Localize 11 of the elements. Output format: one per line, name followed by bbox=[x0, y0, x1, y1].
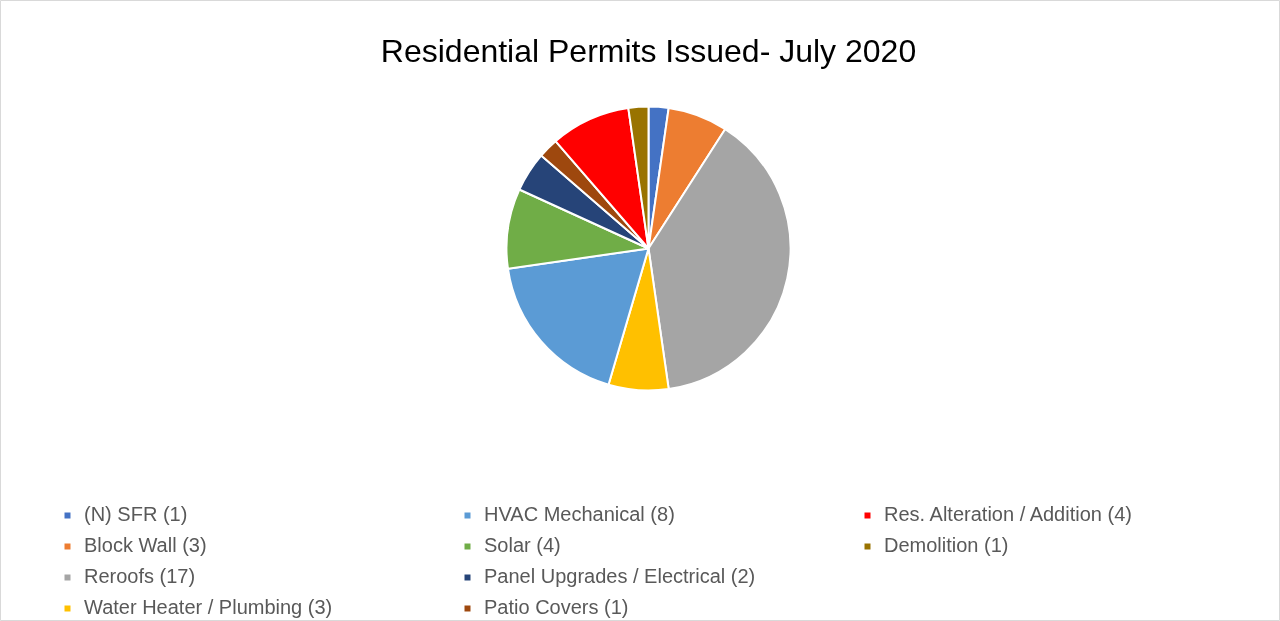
legend-label: Patio Covers (1) bbox=[484, 596, 630, 619]
legend-label: Solar (4) bbox=[484, 534, 562, 557]
legend-label: (N) SFR (1) bbox=[84, 503, 189, 526]
legend-label: Water Heater / Plumbing (3) bbox=[84, 596, 334, 619]
legend-label: Demolition (1) bbox=[884, 534, 1010, 557]
legend-label: Panel Upgrades / Electrical (2) bbox=[484, 565, 757, 588]
legend-label: Reroofs (17) bbox=[84, 565, 197, 588]
legend-label: Res. Alteration / Addition (4) bbox=[884, 503, 1133, 526]
legend-label: HVAC Mechanical (8) bbox=[484, 503, 676, 526]
legend-label: Block Wall (3) bbox=[84, 534, 208, 557]
chart-title: Residential Permits Issued- July 2020 bbox=[380, 32, 917, 69]
